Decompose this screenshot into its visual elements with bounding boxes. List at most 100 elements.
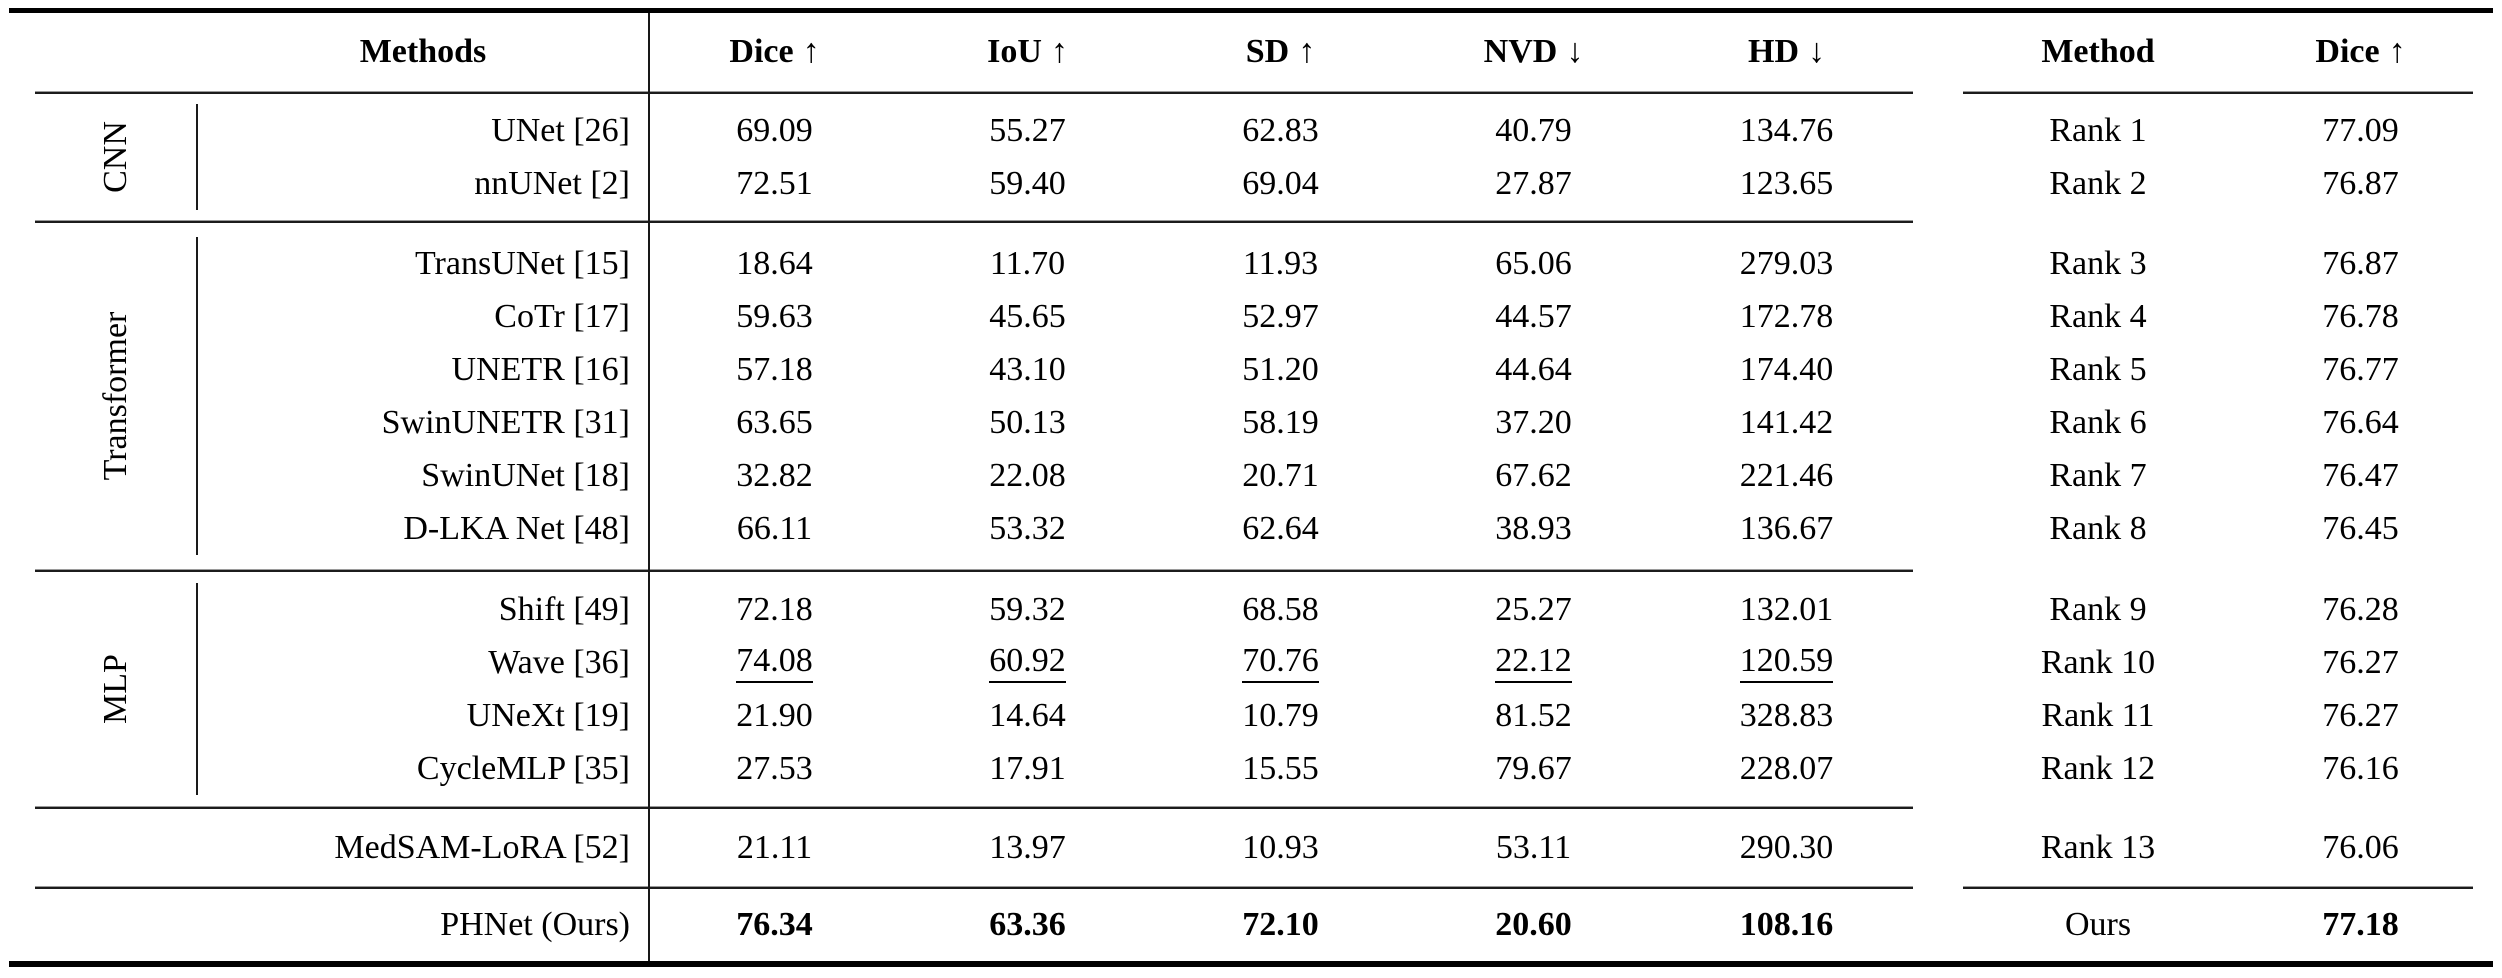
up-arrow-icon: ↑: [1050, 33, 1068, 70]
column-header-method: Method: [2041, 33, 2155, 70]
method-cell: UNETR [16]: [451, 350, 630, 388]
table-row: D-LKA Net [48] 66.11 53.32 62.64 38.93 1…: [196, 502, 1913, 555]
rank-dice-cell-best: 77.18: [2322, 906, 2399, 943]
up-arrow-icon: ↑: [802, 33, 820, 70]
value-cell: 67.62: [1495, 456, 1572, 494]
value-cell: 21.90: [736, 696, 813, 734]
value-cell: 72.18: [736, 590, 813, 628]
table-row: CoTr [17] 59.63 45.65 52.97 44.57 172.78: [196, 290, 1913, 343]
column-header-methods: Methods: [359, 33, 487, 70]
rank-cell: Rank 9: [2049, 590, 2147, 628]
value-cell: 132.01: [1739, 590, 1834, 628]
rank-row: Rank 4 76.78: [1963, 290, 2488, 343]
value-cell: 62.64: [1242, 509, 1319, 547]
table-row: nnUNet [2] 72.51 59.40 69.04 27.87 123.6…: [196, 157, 1913, 210]
section-rule: [9, 220, 2493, 223]
table-row: UNeXt [19] 21.90 14.64 10.79 81.52 328.8…: [196, 689, 1913, 742]
value-cell: 27.53: [736, 749, 813, 787]
rank-row: Rank 7 76.47: [1963, 449, 2488, 502]
column-header-sd: SD ↑: [1245, 33, 1316, 70]
value-cell: 66.11: [736, 509, 813, 547]
group-label-mlp: MLP: [96, 654, 134, 724]
value-cell: 120.59: [1660, 642, 1913, 683]
value-cell: 60.92: [901, 642, 1154, 683]
rank-dice-cell: 76.64: [2322, 403, 2399, 441]
rank-cell: Rank 2: [2049, 164, 2147, 202]
value-cell: 15.55: [1242, 749, 1319, 787]
table-body: Methods Dice ↑ IoU ↑ SD ↑ NVD ↓ HD ↓ Method D…: [9, 8, 2493, 967]
value-cell: 57.18: [736, 350, 813, 388]
section-medsam: MedSAM-LoRA [52] 21.11 13.97 10.93 53.11…: [9, 809, 2493, 886]
value-cell-best: 72.10: [1242, 906, 1319, 943]
rank-dice-cell: 76.27: [2322, 643, 2399, 681]
table-row-ours: PHNet (Ours) 76.34 63.36 72.10 20.60 108…: [196, 899, 1913, 952]
rank-row: Rank 5 76.77: [1963, 343, 2488, 396]
value-cell: 72.51: [736, 164, 813, 202]
rank-cell: Ours: [2064, 906, 2132, 943]
value-cell: 50.13: [989, 403, 1066, 441]
value-cell: 37.20: [1495, 403, 1572, 441]
value-cell: 51.20: [1242, 350, 1319, 388]
rank-cell: Rank 8: [2049, 509, 2147, 547]
value-cell: 44.64: [1495, 350, 1572, 388]
value-cell: 53.11: [1495, 828, 1572, 866]
rank-row: Rank 9 76.28: [1963, 583, 2488, 636]
value-cell: 55.27: [989, 111, 1066, 149]
section-transformer: Transformer TransUNet [15] 18.64 11.70 1…: [9, 223, 2493, 569]
value-cell: 10.93: [1242, 828, 1319, 866]
value-cell: 62.83: [1242, 111, 1319, 149]
value-cell: 123.65: [1739, 164, 1834, 202]
method-cell: CycleMLP [35]: [416, 749, 630, 787]
value-cell: 63.65: [736, 403, 813, 441]
value-cell: 58.19: [1242, 403, 1319, 441]
rank-dice-cell: 76.87: [2322, 164, 2399, 202]
rank-cell: Rank 13: [2040, 828, 2156, 866]
group-label-cnn: CNN: [96, 121, 134, 193]
value-cell-best: 108.16: [1739, 906, 1834, 943]
rank-dice-cell: 76.77: [2322, 350, 2399, 388]
value-cell: 14.64: [989, 696, 1066, 734]
rank-cell: Rank 12: [2040, 749, 2156, 787]
method-cell: UNet [26]: [491, 111, 630, 149]
value-cell: 74.08: [648, 642, 901, 683]
section-cnn: CNN UNet [26] 69.09 55.27 62.83 40.79 13…: [9, 94, 2493, 220]
value-cell: 21.11: [736, 828, 813, 866]
table-row-second-best: Wave [36] 74.08 60.92 70.76 22.12 120.59: [196, 636, 1913, 689]
rank-table-header: Method Dice ↑: [1963, 13, 2488, 91]
value-cell: 53.32: [989, 509, 1066, 547]
value-cell: 279.03: [1739, 244, 1834, 282]
header-row: Methods Dice ↑ IoU ↑ SD ↑ NVD ↓ HD ↓ Method D…: [9, 13, 2493, 91]
section-rule: [9, 806, 2493, 809]
section-rule: [9, 886, 2493, 889]
method-cell: PHNet (Ours): [440, 906, 630, 943]
section-rule: [9, 569, 2493, 572]
method-cell: MedSAM-LoRA [52]: [334, 828, 630, 866]
rank-cell: Rank 3: [2049, 244, 2147, 282]
table-row: TransUNet [15] 18.64 11.70 11.93 65.06 2…: [196, 237, 1913, 290]
method-cell: Shift [49]: [498, 590, 630, 628]
rank-cell: Rank 1: [2049, 111, 2147, 149]
value-cell: 45.65: [989, 297, 1066, 335]
header-rule: [9, 91, 2493, 94]
column-header-nvd: NVD ↓: [1483, 33, 1584, 70]
rank-row-ours: Ours 77.18: [1963, 899, 2488, 952]
down-arrow-icon: ↓: [1566, 33, 1584, 70]
method-cell: Wave [36]: [488, 643, 630, 681]
value-cell: 22.08: [989, 456, 1066, 494]
column-header-iou: IoU ↑: [987, 33, 1068, 70]
rank-dice-cell: 76.28: [2322, 590, 2399, 628]
rank-dice-cell: 76.78: [2322, 297, 2399, 335]
rank-dice-cell: 77.09: [2322, 111, 2399, 149]
rank-row: Rank 3 76.87: [1963, 237, 2488, 290]
table-row: UNETR [16] 57.18 43.10 51.20 44.64 174.4…: [196, 343, 1913, 396]
table-row: Shift [49] 72.18 59.32 68.58 25.27 132.0…: [196, 583, 1913, 636]
rank-cell: Rank 7: [2049, 456, 2147, 494]
value-cell: 11.93: [1242, 244, 1319, 282]
method-cell: TransUNet [15]: [414, 244, 630, 282]
rank-row: Rank 2 76.87: [1963, 157, 2488, 210]
group-header-spacer: [35, 13, 196, 91]
value-cell: 68.58: [1242, 590, 1319, 628]
value-cell: 136.67: [1739, 509, 1834, 547]
table-row: SwinUNet [18] 32.82 22.08 20.71 67.62 22…: [196, 449, 1913, 502]
rank-dice-cell: 76.45: [2322, 509, 2399, 547]
